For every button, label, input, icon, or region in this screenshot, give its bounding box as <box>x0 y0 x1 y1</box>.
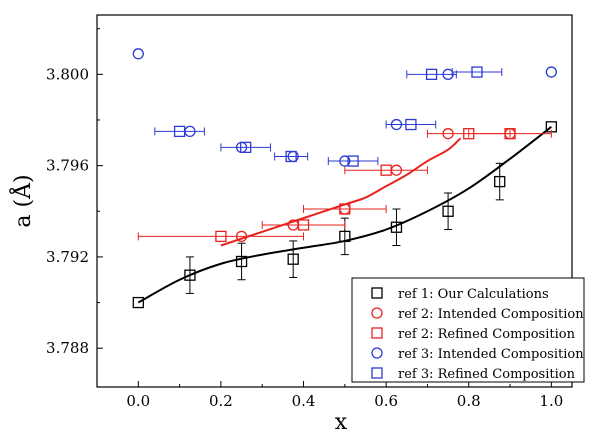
x-axis-title: x <box>335 410 348 429</box>
y-tick-label: 3.792 <box>46 248 89 266</box>
data-point <box>132 296 144 309</box>
data-point <box>390 221 403 233</box>
series-group <box>132 48 557 167</box>
x-tick-label: 0.6 <box>374 392 398 410</box>
data-point <box>240 141 252 154</box>
legend-marker <box>371 327 383 339</box>
data-series <box>132 48 557 309</box>
legend-marker <box>371 287 383 299</box>
legend-marker <box>371 307 383 319</box>
data-point <box>504 128 516 140</box>
data-point <box>285 150 297 163</box>
y-tick-label: 3.796 <box>46 157 89 175</box>
x-tick-label: 0.4 <box>292 392 316 410</box>
legend-marker <box>371 347 383 359</box>
legend-label: ref 2: Refined Composition <box>398 327 576 342</box>
y-tick-label: 3.788 <box>46 339 89 357</box>
legend-label: ref 2: Intended Composition <box>398 307 584 322</box>
data-point <box>339 230 351 243</box>
x-tick-label: 1.0 <box>539 392 563 410</box>
series-group <box>132 121 557 309</box>
y-axis-title: a (Å) <box>8 174 36 227</box>
data-point <box>347 155 359 167</box>
legend: ref 1: Our Calculations ref 2: Intended C… <box>351 277 585 383</box>
legend-label: ref 3: Intended Composition <box>398 347 584 362</box>
fit-curve <box>137 126 552 304</box>
data-point <box>380 164 392 176</box>
data-point <box>287 253 299 265</box>
legend-marker <box>371 367 383 379</box>
x-tick-label: 0.8 <box>457 392 481 410</box>
x-tick-label: 0.2 <box>209 392 233 410</box>
data-point <box>471 66 483 78</box>
data-point <box>184 269 196 281</box>
fit-curves <box>137 126 552 304</box>
legend-entries: ref 1: Our Calculations ref 2: Intended C… <box>371 287 584 382</box>
data-point <box>494 175 506 188</box>
data-point <box>442 205 454 217</box>
plot-frame <box>96 14 573 388</box>
series-group <box>154 66 503 167</box>
data-point <box>215 230 227 243</box>
data-point <box>405 118 417 131</box>
data-point <box>173 125 186 138</box>
data-point <box>132 48 144 60</box>
tick-labels: 0.0 0.2 0.4 0.6 0.8 1.0 3.788 3.792 3.796 3.800 <box>46 65 563 410</box>
data-point <box>545 66 557 78</box>
series-group <box>137 128 552 243</box>
x-tick-label: 0.0 <box>126 392 150 410</box>
y-tick-label: 3.800 <box>46 65 89 83</box>
data-point <box>425 68 438 80</box>
plot-area <box>96 14 573 388</box>
data-point <box>297 219 310 231</box>
data-point <box>339 203 351 215</box>
legend-box <box>351 277 585 383</box>
fit-curve <box>220 137 462 247</box>
legend-label: ref 1: Our Calculations <box>398 287 549 302</box>
data-point <box>235 255 248 268</box>
legend-label: ref 3: Refined Composition <box>398 367 576 382</box>
